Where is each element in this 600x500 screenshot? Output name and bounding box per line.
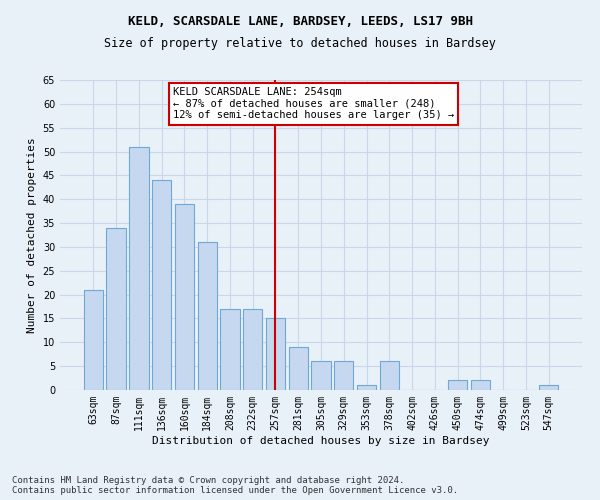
Text: KELD, SCARSDALE LANE, BARDSEY, LEEDS, LS17 9BH: KELD, SCARSDALE LANE, BARDSEY, LEEDS, LS… <box>128 15 473 28</box>
Text: Size of property relative to detached houses in Bardsey: Size of property relative to detached ho… <box>104 38 496 51</box>
Bar <box>129 147 149 390</box>
Bar <box>311 362 331 390</box>
Bar <box>334 362 353 390</box>
Bar <box>448 380 467 390</box>
Bar <box>539 385 558 390</box>
Bar <box>197 242 217 390</box>
Bar <box>380 362 399 390</box>
X-axis label: Distribution of detached houses by size in Bardsey: Distribution of detached houses by size … <box>152 436 490 446</box>
Text: Contains HM Land Registry data © Crown copyright and database right 2024.: Contains HM Land Registry data © Crown c… <box>12 476 404 485</box>
Bar <box>106 228 126 390</box>
Bar <box>243 309 262 390</box>
Bar <box>152 180 172 390</box>
Bar <box>220 309 239 390</box>
Text: KELD SCARSDALE LANE: 254sqm
← 87% of detached houses are smaller (248)
12% of se: KELD SCARSDALE LANE: 254sqm ← 87% of det… <box>173 87 454 120</box>
Y-axis label: Number of detached properties: Number of detached properties <box>27 137 37 333</box>
Bar <box>266 318 285 390</box>
Bar <box>289 347 308 390</box>
Text: Contains public sector information licensed under the Open Government Licence v3: Contains public sector information licen… <box>12 486 458 495</box>
Bar <box>357 385 376 390</box>
Bar <box>175 204 194 390</box>
Bar <box>84 290 103 390</box>
Bar <box>470 380 490 390</box>
